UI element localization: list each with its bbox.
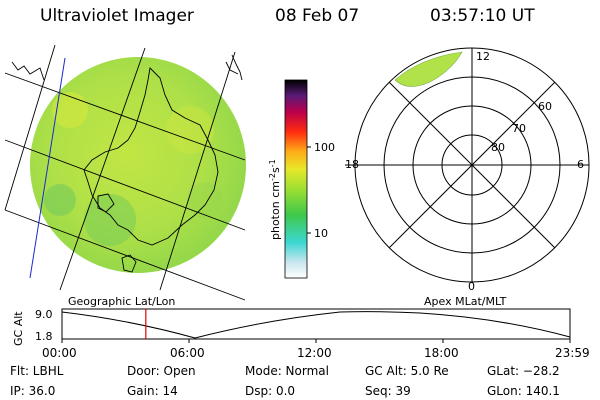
- orbit-plot: [61, 308, 571, 343]
- geographic-map-label: Geographic Lat/Lon: [68, 295, 176, 308]
- orbit-ytick-low: 1.8: [35, 330, 53, 343]
- orbit-xtick-1200: 12:00: [297, 346, 332, 360]
- orbit-xtick-0000: 00:00: [42, 346, 77, 360]
- time-label: 03:57:10 UT: [430, 6, 535, 26]
- map-grid: [4, 44, 246, 301]
- altitude-curve: [61, 311, 571, 339]
- dsp-status: Dsp: 0.0: [245, 384, 296, 398]
- geographic-map: [4, 44, 246, 301]
- colorbar-tick-100: 100: [314, 141, 335, 154]
- lat-label-70: 70: [512, 122, 526, 135]
- app-title: Ultraviolet Imager: [40, 6, 194, 26]
- glat-status: GLat: −28.2: [487, 364, 560, 378]
- lat-label-80: 80: [491, 141, 505, 154]
- orbit-ytick-high: 9.0: [35, 308, 53, 321]
- orbit-xtick-0600: 06:00: [170, 346, 205, 360]
- orbit-xtick-2359: 23:59: [555, 346, 590, 360]
- mlt-label-0: 0: [468, 280, 475, 293]
- colorbar-units: photon cm-2s-1: [268, 159, 282, 240]
- glon-status: GLon: 140.1: [487, 384, 560, 398]
- orbit-xtick-1800: 18:00: [424, 346, 459, 360]
- seq-status: Seq: 39: [365, 384, 411, 398]
- gc-alt-status: GC Alt: 5.0 Re: [365, 364, 449, 378]
- polar-plot: [345, 47, 590, 283]
- lat-label-60: 60: [538, 100, 552, 113]
- colorbar-gradient: [284, 79, 308, 279]
- mlt-label-18: 18: [345, 158, 359, 171]
- coast-fragment: [225, 61, 239, 75]
- auroral-oval-patch: [394, 51, 463, 87]
- mlt-label-6: 6: [577, 158, 584, 171]
- filter-status: Flt: LBHL: [10, 364, 64, 378]
- orbit-ylabel: GC Alt: [12, 311, 25, 346]
- mode-status: Mode: Normal: [245, 364, 329, 378]
- tasmania-coastline: [121, 254, 137, 273]
- gulf-coastline: [97, 193, 115, 213]
- colorbar-tick-10: 10: [314, 227, 328, 240]
- apex-map-label: Apex MLat/MLT: [424, 295, 507, 308]
- ip-status: IP: 36.0: [10, 384, 56, 398]
- coastline: [83, 67, 219, 246]
- mlt-label-12: 12: [476, 50, 490, 63]
- door-status: Door: Open: [127, 364, 196, 378]
- date-label: 08 Feb 07: [275, 6, 360, 26]
- coast-fragment: [11, 61, 45, 81]
- uv-earth-disk: [30, 57, 246, 273]
- limb-line: [29, 57, 66, 279]
- colorbar: 100 10 photon cm-2s-1: [268, 79, 335, 279]
- gain-status: Gain: 14: [127, 384, 178, 398]
- coast-fragment: [231, 54, 243, 81]
